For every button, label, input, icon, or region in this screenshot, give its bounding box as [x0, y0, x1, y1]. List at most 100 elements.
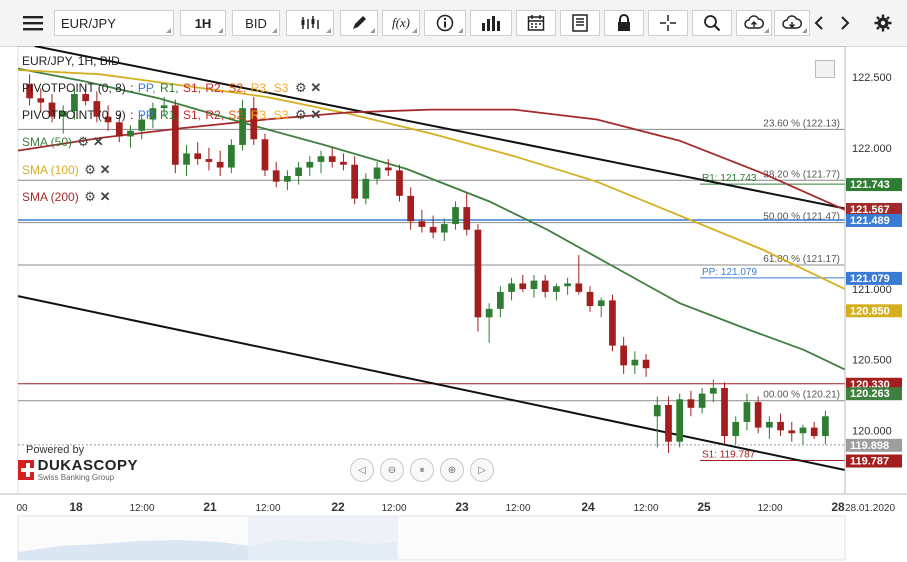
price-tag-box — [846, 202, 902, 216]
price-tag-label: 121.567 — [850, 204, 890, 216]
candle-body — [754, 402, 762, 428]
reset-view-icon[interactable]: ⏸ — [410, 458, 434, 482]
pivot1-settings-gear-icon[interactable]: ⚙ — [294, 80, 307, 95]
pivot1-item-s1: S1, — [182, 81, 205, 95]
x-tick-label: 21 — [203, 500, 217, 514]
price-tag-label: 119.787 — [850, 456, 889, 468]
price-tag-box — [846, 454, 902, 468]
price-tag-label: 121.743 — [850, 179, 890, 191]
info-button[interactable] — [424, 10, 466, 36]
sma100-label: SMA (100) — [22, 163, 79, 177]
pivot-legend-2: PIVOTPOINT (0, 9) : PP, R1, S1, R2, S2, … — [22, 107, 324, 123]
candle-body — [306, 161, 314, 168]
volume-button[interactable] — [470, 10, 512, 36]
drawing-tools-button[interactable] — [340, 10, 378, 36]
candle-body — [59, 111, 67, 117]
candle-body — [519, 283, 527, 290]
instrument-selector[interactable]: EUR/JPY — [54, 10, 174, 36]
y-tick-label: 121.000 — [852, 284, 892, 296]
upload-button[interactable] — [736, 10, 772, 36]
price-tag-label: 121.489 — [850, 215, 890, 227]
candle-body — [407, 195, 415, 222]
price-tag-box — [846, 304, 902, 318]
hamburger-menu-icon[interactable] — [18, 10, 48, 36]
candle-body — [620, 345, 628, 366]
chevron-left-icon[interactable] — [810, 10, 828, 36]
pivot2-item-s3: S3 — [273, 108, 289, 122]
x-tick-label: 12:00 — [633, 503, 658, 514]
candle-body — [250, 108, 258, 140]
pivot2-settings-gear-icon[interactable]: ⚙ — [294, 107, 307, 122]
sma50-remove-close-icon[interactable]: ✕ — [92, 134, 104, 149]
pivot1-item-s2: S2, — [228, 81, 250, 95]
scroll-right-icon[interactable]: ▷ — [470, 458, 494, 482]
chart-navigation: ◁ ⊖ ⏸ ⊕ ▷ — [350, 458, 494, 482]
scroll-left-icon[interactable]: ◁ — [350, 458, 374, 482]
side-selector[interactable]: BID — [232, 10, 280, 36]
x-tick-label: 12:00 — [381, 503, 406, 514]
pivot2-remove-close-icon[interactable]: ✕ — [310, 107, 322, 122]
period-selector[interactable]: 1H — [180, 10, 226, 36]
lock-button[interactable] — [604, 10, 644, 36]
candle-body — [452, 207, 459, 225]
candle-body — [743, 402, 751, 422]
candle-body — [239, 108, 246, 145]
price-tag-label: 120.850 — [850, 305, 890, 317]
cloud-download-icon — [782, 15, 802, 29]
pivot2-item-r1: R1, — [159, 108, 182, 122]
sma200-remove-close-icon[interactable]: ✕ — [99, 189, 111, 204]
chevron-right-icon[interactable] — [836, 10, 854, 36]
candle-body — [721, 388, 728, 437]
sma100-settings-gear-icon[interactable]: ⚙ — [84, 162, 96, 177]
chart-type-button[interactable] — [286, 10, 334, 36]
candle-body — [799, 427, 807, 434]
sma100-legend: SMA (100) ⚙ ✕ — [22, 162, 113, 178]
y-tick-label: 120.000 — [852, 425, 892, 437]
candle-body — [564, 283, 571, 287]
candle-body — [205, 159, 213, 162]
sma50-label: SMA (50) — [22, 135, 73, 149]
candle-body — [709, 388, 717, 394]
candle-body — [642, 359, 650, 369]
x-tick-label: 00 — [16, 503, 28, 514]
download-button[interactable] — [774, 10, 810, 36]
gear-icon[interactable] — [872, 10, 894, 36]
pivot1-sep: : — [126, 81, 137, 95]
candle-body — [810, 427, 818, 437]
maximize-icon[interactable] — [815, 60, 835, 78]
x-tick-label: 12:00 — [505, 503, 530, 514]
candle-body — [71, 94, 78, 112]
candle-body — [384, 167, 392, 171]
zoom-out-icon[interactable]: ⊖ — [380, 458, 404, 482]
sma200-settings-gear-icon[interactable]: ⚙ — [84, 189, 96, 204]
zoom-button[interactable] — [692, 10, 732, 36]
calendar-button[interactable] — [516, 10, 556, 36]
y-tick-label: 122.500 — [852, 72, 892, 84]
candle-body — [37, 98, 45, 103]
sma100-remove-close-icon[interactable]: ✕ — [99, 162, 111, 177]
brand-name: DUKASCOPY — [37, 457, 138, 474]
x-tick-label: 22 — [331, 500, 345, 514]
x-tick-label: 12:00 — [129, 503, 154, 514]
candle-body — [373, 167, 381, 179]
sma-line — [17, 69, 846, 290]
crosshair-button[interactable] — [648, 10, 688, 36]
bar-chart-icon — [482, 16, 500, 31]
candle-body — [362, 178, 370, 199]
indicators-button[interactable]: f(x) — [382, 10, 420, 36]
pivot1-remove-close-icon[interactable]: ✕ — [310, 80, 322, 95]
candle-body — [328, 156, 336, 162]
price-tag-box — [846, 178, 902, 192]
zoom-in-icon[interactable]: ⊕ — [440, 458, 464, 482]
candle-body — [732, 421, 740, 437]
price-tag-box — [846, 438, 902, 452]
candle-body — [508, 283, 515, 292]
template-button[interactable] — [560, 10, 600, 36]
x-tick-label: 23 — [455, 500, 469, 514]
price-chart[interactable]: 0.00 % (122.72)23.60 % (122.13)38.20 % (… — [0, 46, 907, 562]
chart-title-text: EUR/JPY, 1H, BID — [22, 54, 120, 68]
candle-body — [340, 161, 347, 165]
sma50-settings-gear-icon[interactable]: ⚙ — [77, 134, 90, 149]
cloud-upload-icon — [744, 15, 764, 29]
candle-body — [115, 122, 123, 137]
